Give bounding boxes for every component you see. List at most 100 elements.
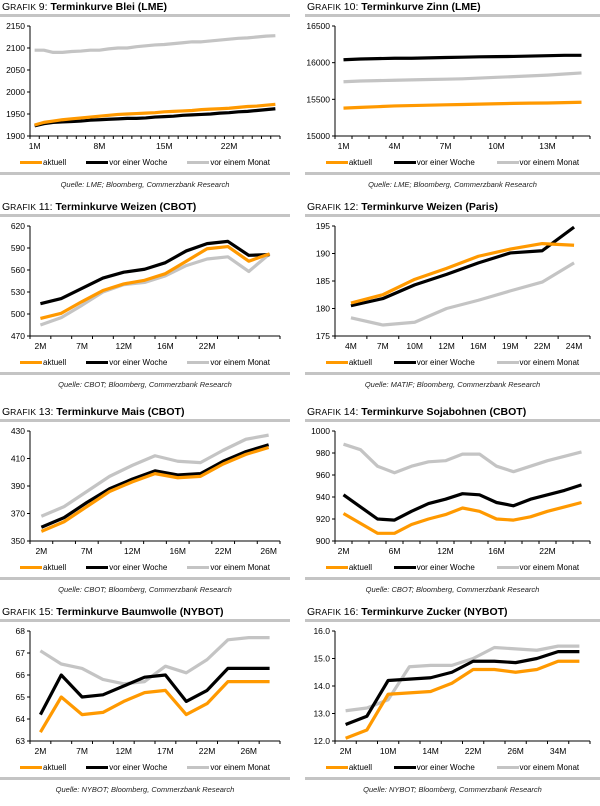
legend-label: vor einem Monat — [519, 358, 580, 367]
footer-rule — [305, 372, 600, 375]
legend-item: aktuell — [20, 158, 66, 167]
legend-item: vor einem Monat — [496, 563, 580, 572]
series-line-vor-einer-Woche — [40, 443, 270, 529]
y-tick-label: 15000 — [306, 131, 330, 141]
legend-label: aktuell — [348, 563, 372, 572]
chart-panel-g14: GRAFIK 14: Terminkurve Sojabohnen (CBOT)… — [305, 405, 600, 605]
y-tick-label: 175 — [316, 331, 330, 341]
legend-swatch — [86, 766, 109, 769]
title-prefix-initial: G — [307, 606, 316, 618]
y-tick-label: 410 — [11, 454, 25, 464]
legend-label: aktuell — [348, 358, 372, 367]
legend: aktuell vor einer Woche vor einem Monat — [305, 763, 600, 772]
x-tick-label: 22M — [465, 746, 482, 756]
title-prefix: RAFIK — [10, 407, 39, 417]
y-tick-label: 2100 — [6, 43, 25, 53]
legend-item: vor einem Monat — [496, 763, 579, 772]
series-line-aktuell — [40, 244, 271, 320]
title-text: Terminkurve Zinn (LME) — [361, 1, 481, 13]
title-text: Terminkurve Sojabohnen (CBOT) — [361, 406, 527, 418]
legend-label: vor einer Woche — [109, 158, 168, 167]
title-prefix-initial: G — [2, 201, 11, 213]
title-text: Terminkurve Blei (LME) — [50, 1, 167, 13]
y-tick-label: 68 — [16, 626, 26, 636]
legend-label: vor einem Monat — [210, 358, 270, 367]
title-text: Terminkurve Weizen (Paris) — [361, 201, 499, 213]
legend-item: aktuell — [20, 763, 66, 772]
legend-label: aktuell — [43, 158, 67, 167]
title-number: 15: — [38, 606, 57, 618]
chart-title: GRAFIK 9: Terminkurve Blei (LME) — [2, 1, 167, 13]
legend-item: vor einem Monat — [187, 763, 270, 772]
x-tick-label: 2M — [35, 546, 47, 556]
series-line-aktuell — [34, 102, 276, 127]
series-line-aktuell — [345, 659, 580, 740]
x-tick-label: 7M — [440, 141, 452, 151]
x-tick-label: 4M — [389, 141, 401, 151]
legend-item: vor einem Monat — [496, 358, 580, 367]
series-line-vor-einem-Monat — [343, 71, 582, 84]
line-chart: 15000 15500 16000 16500 1M 4M 7M 10M 13M — [306, 21, 591, 151]
source-note: Quelle: MATIF; Bloomberg, Commerzbank Re… — [364, 380, 541, 389]
y-tick-label: 195 — [316, 221, 330, 231]
source-note: Quelle: CBOT; Bloomberg, Commerzbank Res… — [58, 585, 232, 594]
legend-swatch — [496, 766, 519, 769]
y-tick-label: 14.0 — [313, 681, 330, 691]
legend: aktuell vor einer Woche vor einem Monat — [305, 563, 600, 572]
legend-item: vor einer Woche — [393, 158, 475, 167]
legend-label: vor einem Monat — [210, 763, 270, 772]
legend: aktuell vor einer Woche vor einem Monat — [0, 563, 290, 572]
x-tick-label: 10M — [488, 141, 505, 151]
legend-label: vor einer Woche — [416, 358, 475, 367]
legend-label: vor einem Monat — [519, 563, 580, 572]
legend-swatch — [496, 361, 519, 364]
y-tick-label: 620 — [11, 221, 25, 231]
x-tick-label: 7M — [76, 341, 88, 351]
y-tick-label: 590 — [11, 243, 25, 253]
y-tick-label: 2000 — [6, 87, 25, 97]
x-tick-label: 13M — [539, 141, 556, 151]
legend-item: vor einer Woche — [86, 158, 167, 167]
line-chart: 900 920 940 960 980 1000 2M 6M 12M 16M 22M — [311, 426, 591, 556]
x-tick-label: 6M — [389, 546, 401, 556]
title-rule — [0, 14, 290, 17]
y-tick-label: 16500 — [306, 21, 330, 31]
x-tick-label: 16M — [470, 341, 487, 351]
x-tick-label: 2M — [340, 746, 352, 756]
x-tick-label: 16M — [169, 546, 186, 556]
source-note: Quelle: NYBOT; Bloomberg, Commerzbank Re… — [363, 785, 542, 794]
chart-title: GRAFIK 11: Terminkurve Weizen (CBOT) — [2, 201, 196, 213]
series-line-vor-einem-Monat — [343, 442, 582, 475]
y-tick-label: 920 — [316, 514, 330, 524]
legend-swatch — [20, 161, 43, 164]
title-prefix: RAFIK — [315, 407, 344, 417]
series-line-vor-einer-Woche — [350, 225, 576, 308]
chart-title: GRAFIK 16: Terminkurve Zucker (NYBOT) — [307, 606, 508, 618]
chart-title: GRAFIK 13: Terminkurve Mais (CBOT) — [2, 406, 184, 418]
legend-item: vor einem Monat — [187, 358, 270, 367]
x-tick-label: 16M — [488, 546, 505, 556]
chart-panel-g13: GRAFIK 13: Terminkurve Mais (CBOT) 350 370… — [0, 405, 290, 605]
title-rule — [305, 419, 600, 422]
y-tick-label: 65 — [16, 692, 26, 702]
series-line-vor-einer-Woche — [342, 483, 582, 522]
legend-swatch — [393, 566, 416, 569]
y-tick-label: 530 — [11, 287, 25, 297]
y-tick-label: 2050 — [6, 65, 25, 75]
footer-rule — [0, 372, 290, 375]
footer-rule — [0, 777, 290, 780]
title-prefix: RAFIK — [315, 202, 344, 212]
chart-title: GRAFIK 14: Terminkurve Sojabohnen (CBOT) — [307, 406, 526, 418]
line-chart: 350 370 390 410 430 2M 7M 12M 16M 22M 26M — [11, 426, 281, 556]
y-tick-label: 370 — [11, 509, 25, 519]
x-tick-label: 10M — [380, 746, 397, 756]
x-tick-label: 1M — [29, 141, 41, 151]
x-tick-label: 7M — [81, 546, 93, 556]
y-tick-label: 67 — [16, 648, 26, 658]
line-chart: 175 180 185 190 195 4M 7M 10M 12M 16M 19M 22M 24M — [316, 221, 591, 351]
x-tick-label: 24M — [566, 341, 583, 351]
legend-swatch — [325, 566, 348, 569]
y-tick-label: 390 — [11, 481, 25, 491]
y-tick-label: 960 — [316, 470, 330, 480]
x-tick-label: 22M — [534, 341, 551, 351]
